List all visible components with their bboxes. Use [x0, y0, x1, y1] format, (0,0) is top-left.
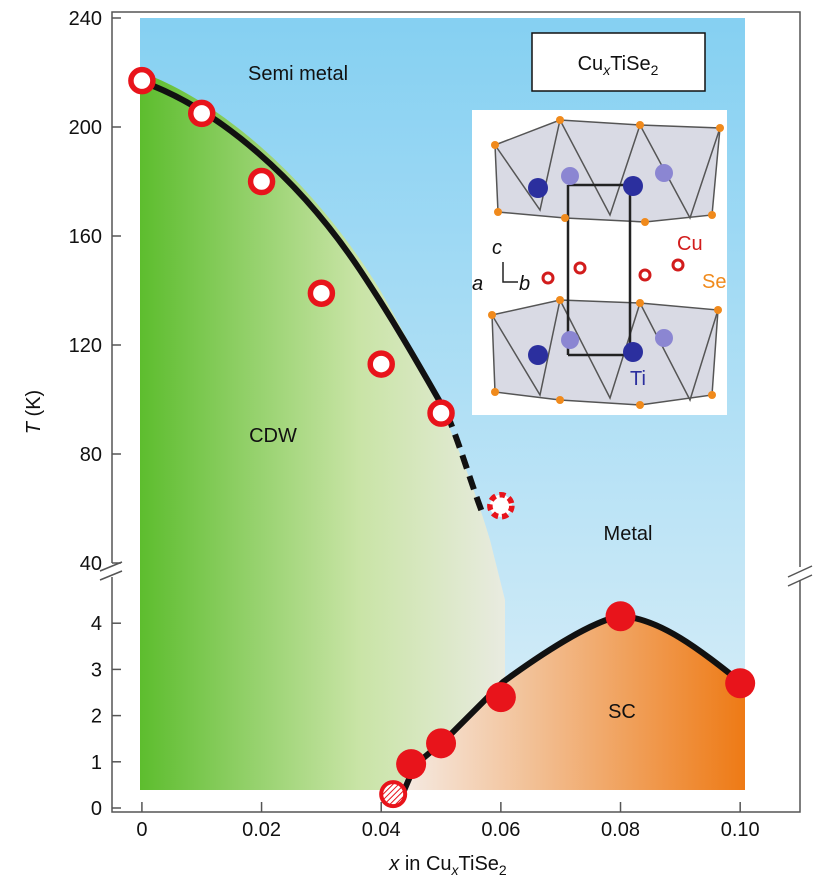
data-point: [725, 668, 755, 698]
data-point: [310, 282, 332, 304]
data-point: [191, 102, 213, 124]
region-label: SC: [608, 701, 636, 723]
y-tick-label: 3: [91, 659, 102, 681]
inset-label: b: [519, 273, 530, 295]
data-point: [486, 682, 516, 712]
title-box: CuxTiSe2: [532, 33, 705, 91]
y-tick-label: 240: [69, 8, 102, 30]
inset: c a b Cu Se Ti: [472, 110, 727, 415]
data-point: [396, 749, 426, 779]
data-point: [490, 495, 512, 517]
x-axis-label: x in CuxTiSe2: [388, 853, 507, 878]
region-label: CDW: [249, 425, 297, 447]
y-tick-label: 80: [80, 444, 102, 466]
data-point: [606, 601, 636, 631]
label-part: TiSe: [459, 853, 499, 875]
x-tick-label: 0.06: [481, 819, 520, 841]
y-tick-label: 160: [69, 226, 102, 248]
data-point: [131, 70, 153, 92]
region-label: Semi metal: [248, 63, 348, 85]
inset-label: a: [472, 273, 483, 295]
label-part: in Cu: [399, 853, 451, 875]
chart: CuxTiSe2 c a b Cu Se Ti Semi metal CDW M…: [0, 0, 815, 885]
y-tick-label: 120: [69, 335, 102, 357]
data-point: [370, 353, 392, 375]
x-tick-label: 0: [136, 819, 147, 841]
inset-label: Ti: [630, 368, 646, 390]
y-axis-label: T (K): [23, 390, 45, 434]
y-tick-label: 200: [69, 117, 102, 139]
y-tick-label: 4: [91, 613, 102, 635]
y-tick-label: 0: [91, 798, 102, 820]
y-tick-label: 40: [80, 553, 102, 575]
data-point: [381, 782, 405, 806]
x-tick-label: 0.02: [242, 819, 281, 841]
label-part: 2: [499, 862, 507, 878]
inset-label: c: [492, 237, 502, 259]
label-part: (K): [23, 390, 45, 422]
y-tick-label: 2: [91, 706, 102, 728]
data-point: [426, 728, 456, 758]
x-tick-label: 0.10: [721, 819, 760, 841]
x-tick-label: 0.08: [601, 819, 640, 841]
octahedra-layer: [495, 120, 720, 222]
data-point: [430, 402, 452, 424]
axis-break: [100, 562, 122, 580]
inset-label: Cu: [677, 233, 703, 255]
title-part: 2: [651, 62, 659, 78]
data-point: [251, 171, 273, 193]
title-part: Cu: [578, 53, 604, 75]
inset-label: Se: [702, 271, 726, 293]
chart-title: CuxTiSe2: [578, 53, 659, 78]
region-label: Metal: [604, 523, 653, 545]
y-tick-label: 1: [91, 752, 102, 774]
title-part: TiSe: [610, 53, 650, 75]
x-tick-label: 0.04: [362, 819, 401, 841]
